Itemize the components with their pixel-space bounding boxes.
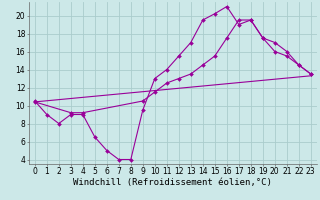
X-axis label: Windchill (Refroidissement éolien,°C): Windchill (Refroidissement éolien,°C) [73,178,272,187]
